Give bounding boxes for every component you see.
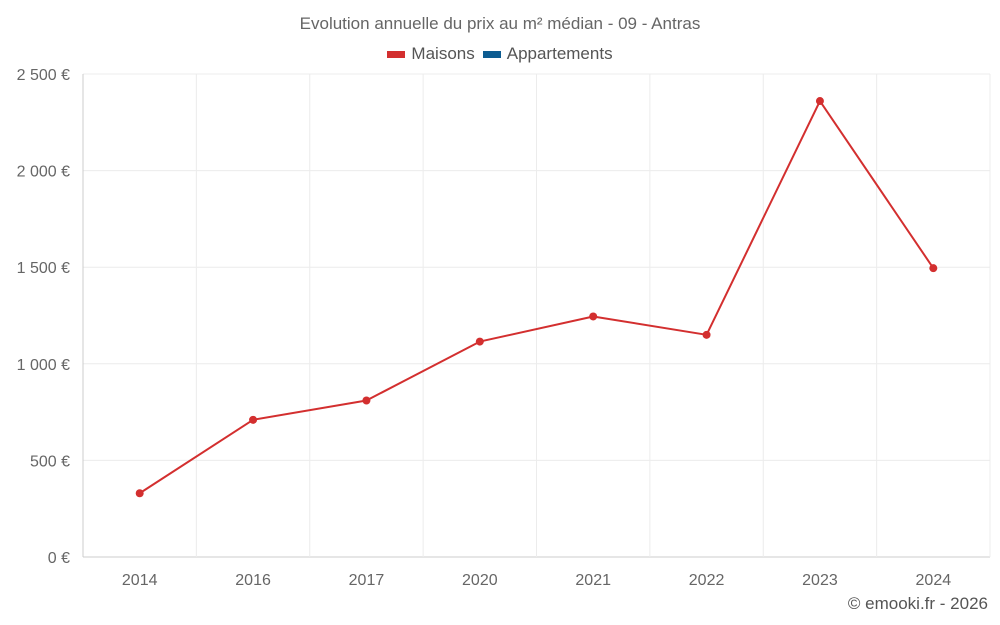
y-tick-label: 2 500 €: [17, 67, 70, 84]
x-axis-ticks: 2014 2016 2017 2020 2021 2022 2023 2024: [122, 572, 951, 589]
data-point: [589, 312, 598, 321]
data-point: [135, 489, 144, 498]
grid: [82, 73, 991, 558]
y-tick-label: 0 €: [48, 550, 70, 567]
legend: Maisons Appartements: [0, 44, 1000, 64]
data-point: [475, 337, 484, 346]
legend-swatch-maisons: [387, 50, 406, 58]
data-point: [929, 264, 938, 273]
x-tick-label: 2014: [122, 572, 158, 589]
data-point: [702, 330, 711, 339]
legend-label-appartements: Appartements: [506, 44, 613, 63]
y-tick-label: 2 000 €: [17, 164, 70, 181]
y-tick-label: 1 000 €: [17, 357, 70, 374]
data-point: [249, 415, 258, 424]
x-tick-label: 2024: [916, 572, 952, 589]
credit-text: © emooki.fr - 2026: [847, 594, 988, 613]
legend-swatch-appartements: [482, 50, 501, 58]
legend-item-appartements[interactable]: Appartements: [482, 44, 613, 64]
y-axis-ticks: 0 € 500 € 1 000 € 1 500 € 2 000 € 2 500 €: [17, 67, 70, 567]
series-layer: [135, 97, 938, 498]
y-tick-label: 1 500 €: [17, 260, 70, 277]
series-line-maisons: [139, 100, 935, 495]
chart-title: Evolution annuelle du prix au m² médian …: [299, 14, 701, 33]
y-tick-label: 500 €: [30, 453, 70, 470]
x-tick-label: 2017: [349, 572, 385, 589]
data-point: [815, 97, 824, 106]
x-tick-label: 2016: [235, 572, 271, 589]
x-tick-label: 2023: [802, 572, 838, 589]
x-tick-label: 2020: [462, 572, 498, 589]
x-tick-label: 2022: [689, 572, 725, 589]
legend-item-maisons[interactable]: Maisons: [387, 44, 475, 64]
legend-label-maisons: Maisons: [411, 44, 475, 63]
x-tick-label: 2021: [575, 572, 611, 589]
data-point: [362, 396, 371, 405]
